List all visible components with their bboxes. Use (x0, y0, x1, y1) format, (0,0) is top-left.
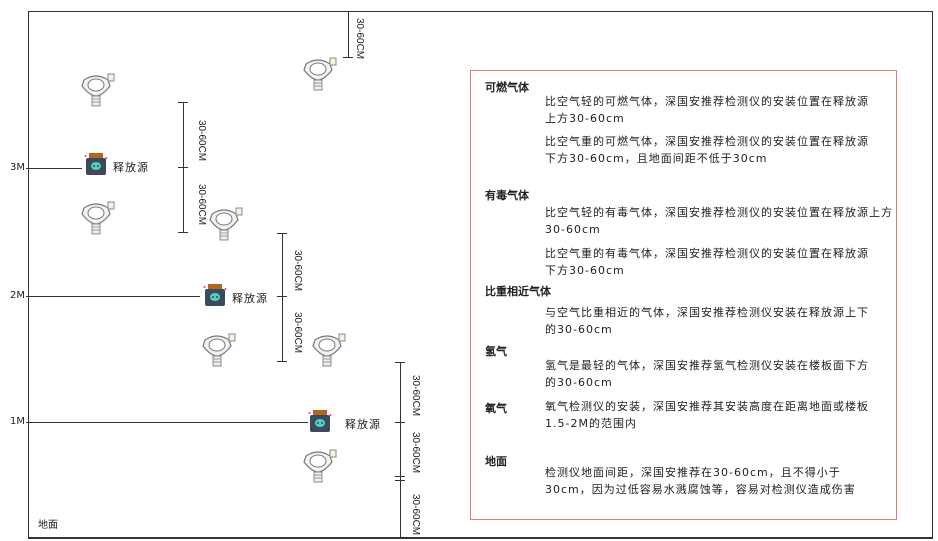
level-3m-label: 3M (10, 162, 25, 173)
note-oxygen: 氧气检测仪的安装，深国安推荐其安装高度在距离地面或楼板1.5-2M的范围内 (545, 400, 869, 430)
release-source-icon (308, 410, 332, 432)
dim-tick (395, 476, 405, 477)
gas-detector-icon (311, 332, 347, 368)
note-heading-hydrogen: 氢气 (485, 345, 507, 358)
dim-tick (277, 233, 287, 234)
ground-line (28, 537, 933, 539)
dim-tick (395, 480, 405, 481)
gas-detector-icon (80, 72, 116, 108)
gas-detector-icon (80, 200, 116, 236)
dim-label: 30-60CM (196, 120, 207, 162)
gas-detector-icon (208, 206, 244, 242)
dim-label: 30-60CM (292, 312, 303, 354)
frame-top (28, 11, 932, 12)
dim-label: 30-60CM (410, 494, 421, 536)
gas-detector-icon (302, 448, 338, 484)
dim-label: 30-60CM (354, 18, 365, 60)
dim-tick (178, 167, 188, 168)
frame-left (28, 11, 29, 538)
note-heading-combustible: 可燃气体 (485, 81, 529, 94)
dim-tick (277, 361, 287, 362)
release-source-label: 释放源 (232, 292, 268, 305)
level-2m-line (26, 296, 200, 297)
installation-notes-box: 可燃气体 比空气轻的可燃气体，深国安推荐检测仪的安装位置在释放源上方30-60c… (470, 70, 897, 520)
dim-tick (343, 57, 353, 58)
dim-line-top (348, 11, 349, 57)
level-2m-label: 2M (10, 290, 25, 301)
dim-tick (277, 296, 287, 297)
gas-detector-icon (302, 56, 338, 92)
gas-detector-icon (201, 332, 237, 368)
note-heading-similar: 比重相近气体 (485, 285, 551, 298)
dim-label: 30-60CM (292, 250, 303, 292)
note-heading-oxygen: 氧气 (485, 402, 507, 415)
dim-label: 30-60CM (196, 184, 207, 226)
dim-label: 30-60CM (410, 375, 421, 417)
note-heading-ground: 地面 (485, 455, 507, 468)
dim-tick (178, 102, 188, 103)
note-combustible-heavy: 比空气重的可燃气体，深国安推荐检测仪的安装位置在释放源下方30-60cm，且地面… (545, 135, 869, 165)
note-ground: 检测仪地面间距，深国安推荐在30-60cm，且不得小于30cm，因为过低容易水溅… (545, 466, 856, 496)
dim-line-1m (400, 362, 401, 538)
level-1m-label: 1M (10, 416, 25, 427)
release-source-icon (84, 153, 108, 175)
dim-tick (395, 362, 405, 363)
dim-line-2m (282, 233, 283, 362)
frame-right (932, 11, 933, 538)
ground-label: 地面 (38, 520, 58, 531)
release-source-label: 释放源 (345, 418, 381, 431)
note-heading-toxic: 有毒气体 (485, 189, 529, 202)
dim-label: 30-60CM (410, 432, 421, 474)
note-similar: 与空气比重相近的气体，深国安推荐检测仪安装在释放源上下的30-60cm (545, 306, 869, 336)
note-combustible-light: 比空气轻的可燃气体，深国安推荐检测仪的安装位置在释放源上方30-60cm (545, 95, 869, 125)
release-source-icon (203, 284, 227, 306)
note-toxic-heavy: 比空气重的有毒气体，深国安推荐检测仪的安装位置在释放源下方30-60cm (545, 247, 869, 277)
level-3m-line (26, 168, 82, 169)
note-toxic-light: 比空气轻的有毒气体，深国安推荐检测仪的安装位置在释放源上方30-60cm (545, 206, 893, 236)
note-hydrogen: 氢气是最轻的气体，深国安推荐氢气检测仪安装在楼板面下方的30-60cm (545, 359, 869, 389)
level-1m-line (26, 422, 308, 423)
dim-tick (395, 422, 405, 423)
dim-tick (178, 232, 188, 233)
release-source-label: 释放源 (113, 161, 149, 174)
